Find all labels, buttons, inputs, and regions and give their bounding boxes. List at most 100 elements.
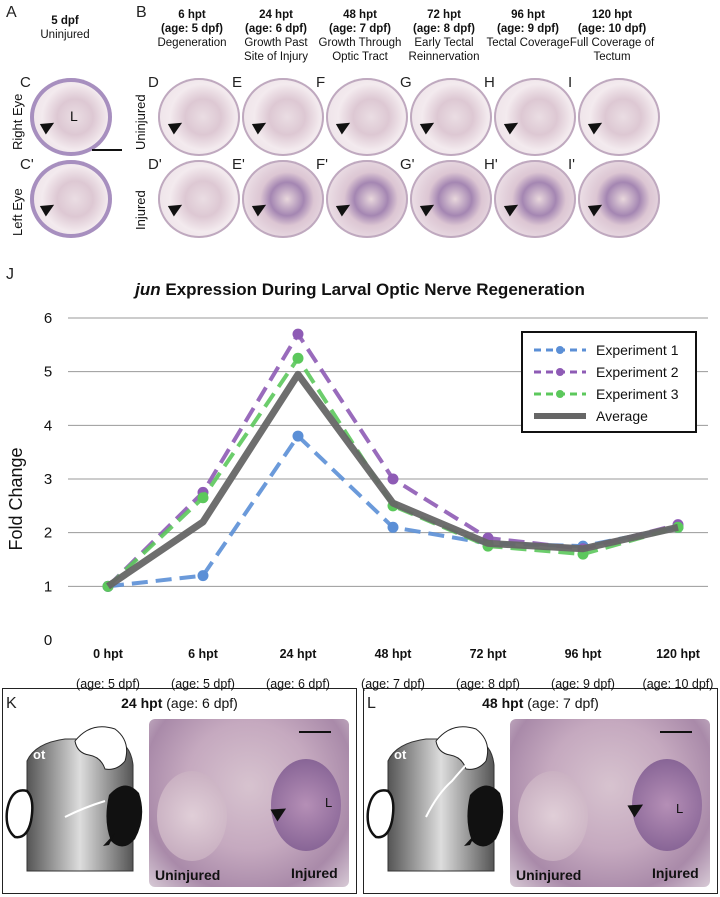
lens-label: L (70, 108, 78, 124)
uninjured-label-k: Uninjured (155, 867, 221, 883)
x-tick-time: 96 hpt (565, 647, 603, 661)
legend-label: Experiment 2 (596, 364, 679, 380)
eye-image (158, 160, 240, 238)
legend-point (556, 368, 564, 376)
x-tick-age: (age: 5 dpf) (171, 677, 235, 691)
panel-letter-b: B (136, 4, 147, 21)
chart-title-gene: jun (135, 280, 161, 299)
x-tick-time: 6 hpt (188, 647, 219, 661)
arrowhead-icon (464, 833, 476, 846)
x-tick-age: (age: 7 dpf) (361, 677, 425, 691)
x-tick-time: 0 hpt (93, 647, 124, 661)
subpanel-letter: G (400, 74, 412, 91)
subpanel-letter: E (232, 74, 243, 91)
uninjured-eye-shape (5, 789, 34, 839)
subpanel-letter: C (20, 74, 31, 91)
whole-mount-photo-k: L Uninjured Injured (149, 719, 349, 887)
column-header: 120 hpt (age: 10 dpf) Full Coverage of Tec… (569, 8, 655, 64)
panel-l-age: (age: 7 dpf) (523, 695, 599, 711)
series-point (197, 492, 209, 504)
x-tick-time: 72 hpt (470, 647, 508, 661)
column-header: 48 hpt (age: 7 dpf) Growth Through Optic T… (317, 8, 403, 64)
lens-label-k: L (325, 795, 333, 810)
scale-bar-k (299, 731, 331, 733)
row-label-injured: Injured (133, 190, 148, 230)
eye-image (410, 78, 492, 156)
x-tick-time: 120 hpt (656, 647, 701, 661)
chart-title: jun Expression During Larval Optic Nerve… (0, 280, 720, 300)
uninjured-label-l: Uninjured (516, 867, 582, 883)
lens-label-l: L (676, 801, 684, 816)
scale-bar (92, 149, 122, 151)
eye-image (242, 78, 324, 156)
column-age: (age: 10 dpf) (577, 23, 647, 35)
column-time: 72 hpt (427, 9, 461, 21)
column-label: Growth Past Site of Injury (244, 37, 308, 63)
tectum-shape (435, 726, 489, 770)
subpanel-letter: E' (232, 156, 245, 173)
x-tick-age: (age: 10 dpf) (642, 677, 714, 691)
subpanel-letter: G' (400, 156, 415, 173)
y-tick-label: 5 (44, 364, 52, 381)
eye-image (30, 78, 112, 156)
column-label: Full Coverage of Tectum (569, 37, 655, 63)
scale-bar-l (660, 731, 692, 733)
legend-point (556, 390, 564, 398)
column-time: 48 hpt (343, 9, 377, 21)
panel-l: L 48 hpt (age: 7 dpf) ot L Uninjured Inj… (363, 688, 718, 894)
legend-label: Average (596, 408, 648, 424)
subpanel-letter: F (316, 74, 326, 91)
eye-image (410, 160, 492, 238)
y-tick-label: 0 (44, 632, 52, 649)
subpanel-letter: H' (484, 156, 498, 173)
panel-letter-a: A (6, 4, 17, 21)
panel-l-time: 48 hpt (482, 695, 524, 711)
x-tick-age: (age: 8 dpf) (456, 677, 520, 691)
y-tick-label: 4 (44, 417, 52, 434)
panel-letter-j: J (6, 266, 14, 283)
eye-image (326, 78, 408, 156)
injured-label-l: Injured (652, 865, 699, 881)
column-header: 72 hpt (age: 8 dpf) Early Tectal Reinnerva… (401, 8, 487, 64)
x-tick-time: 48 hpt (375, 647, 413, 661)
eye-image (158, 78, 240, 156)
panel-letter-k: K (6, 695, 17, 712)
ot-label: ot (33, 747, 46, 762)
x-tick-age: (age: 5 dpf) (76, 677, 140, 691)
subpanel-letter: I (568, 74, 573, 91)
column-header: 96 hpt (age: 9 dpf) Tectal Coverage (485, 8, 571, 50)
col-a-time: 5 dpf (51, 15, 79, 27)
panel-k: K 24 hpt (age: 6 dpf) ot L Uninjured Inj… (2, 688, 357, 894)
panel-k-time: 24 hpt (121, 695, 163, 711)
column-time: 24 hpt (259, 9, 293, 21)
series-point (292, 430, 304, 442)
column-header: 24 hpt (age: 6 dpf) Growth Past Site of In… (233, 8, 319, 64)
series-point (197, 570, 209, 582)
injured-eye-shape (467, 785, 504, 847)
tectum-shape (74, 726, 128, 770)
row-label-left-eye: Left Eye (10, 188, 25, 236)
column-label: Degeneration (157, 37, 227, 49)
y-tick-label: 3 (44, 471, 52, 488)
panel-k-age: (age: 6 dpf) (162, 695, 238, 711)
subpanel-letter: H (484, 74, 495, 91)
column-age: (age: 5 dpf) (161, 23, 223, 35)
panel-letter-l: L (367, 695, 376, 712)
uninjured-eye-shape (366, 789, 395, 839)
column-header: 6 hpt (age: 5 dpf) Degeneration (149, 8, 235, 50)
optic-nerve-path (64, 800, 106, 818)
subpanel-letter: D' (148, 156, 162, 173)
series-point (387, 521, 399, 533)
ot-label: ot (394, 747, 407, 762)
series-line (106, 370, 679, 590)
column-age: (age: 7 dpf) (329, 23, 391, 35)
series-point (292, 328, 304, 340)
column-age: (age: 8 dpf) (413, 23, 475, 35)
series-point (292, 352, 304, 364)
column-label: Tectal Coverage (486, 37, 570, 49)
col-a-label: Uninjured (40, 29, 90, 41)
line-chart: 0 1 2 3 4 5 6 Fold Change 0 hpt 6 hpt 24 hpt 48 hpt… (6, 310, 708, 661)
eye-image (578, 78, 660, 156)
eye-image (494, 160, 576, 238)
y-tick-label: 1 (44, 578, 52, 595)
